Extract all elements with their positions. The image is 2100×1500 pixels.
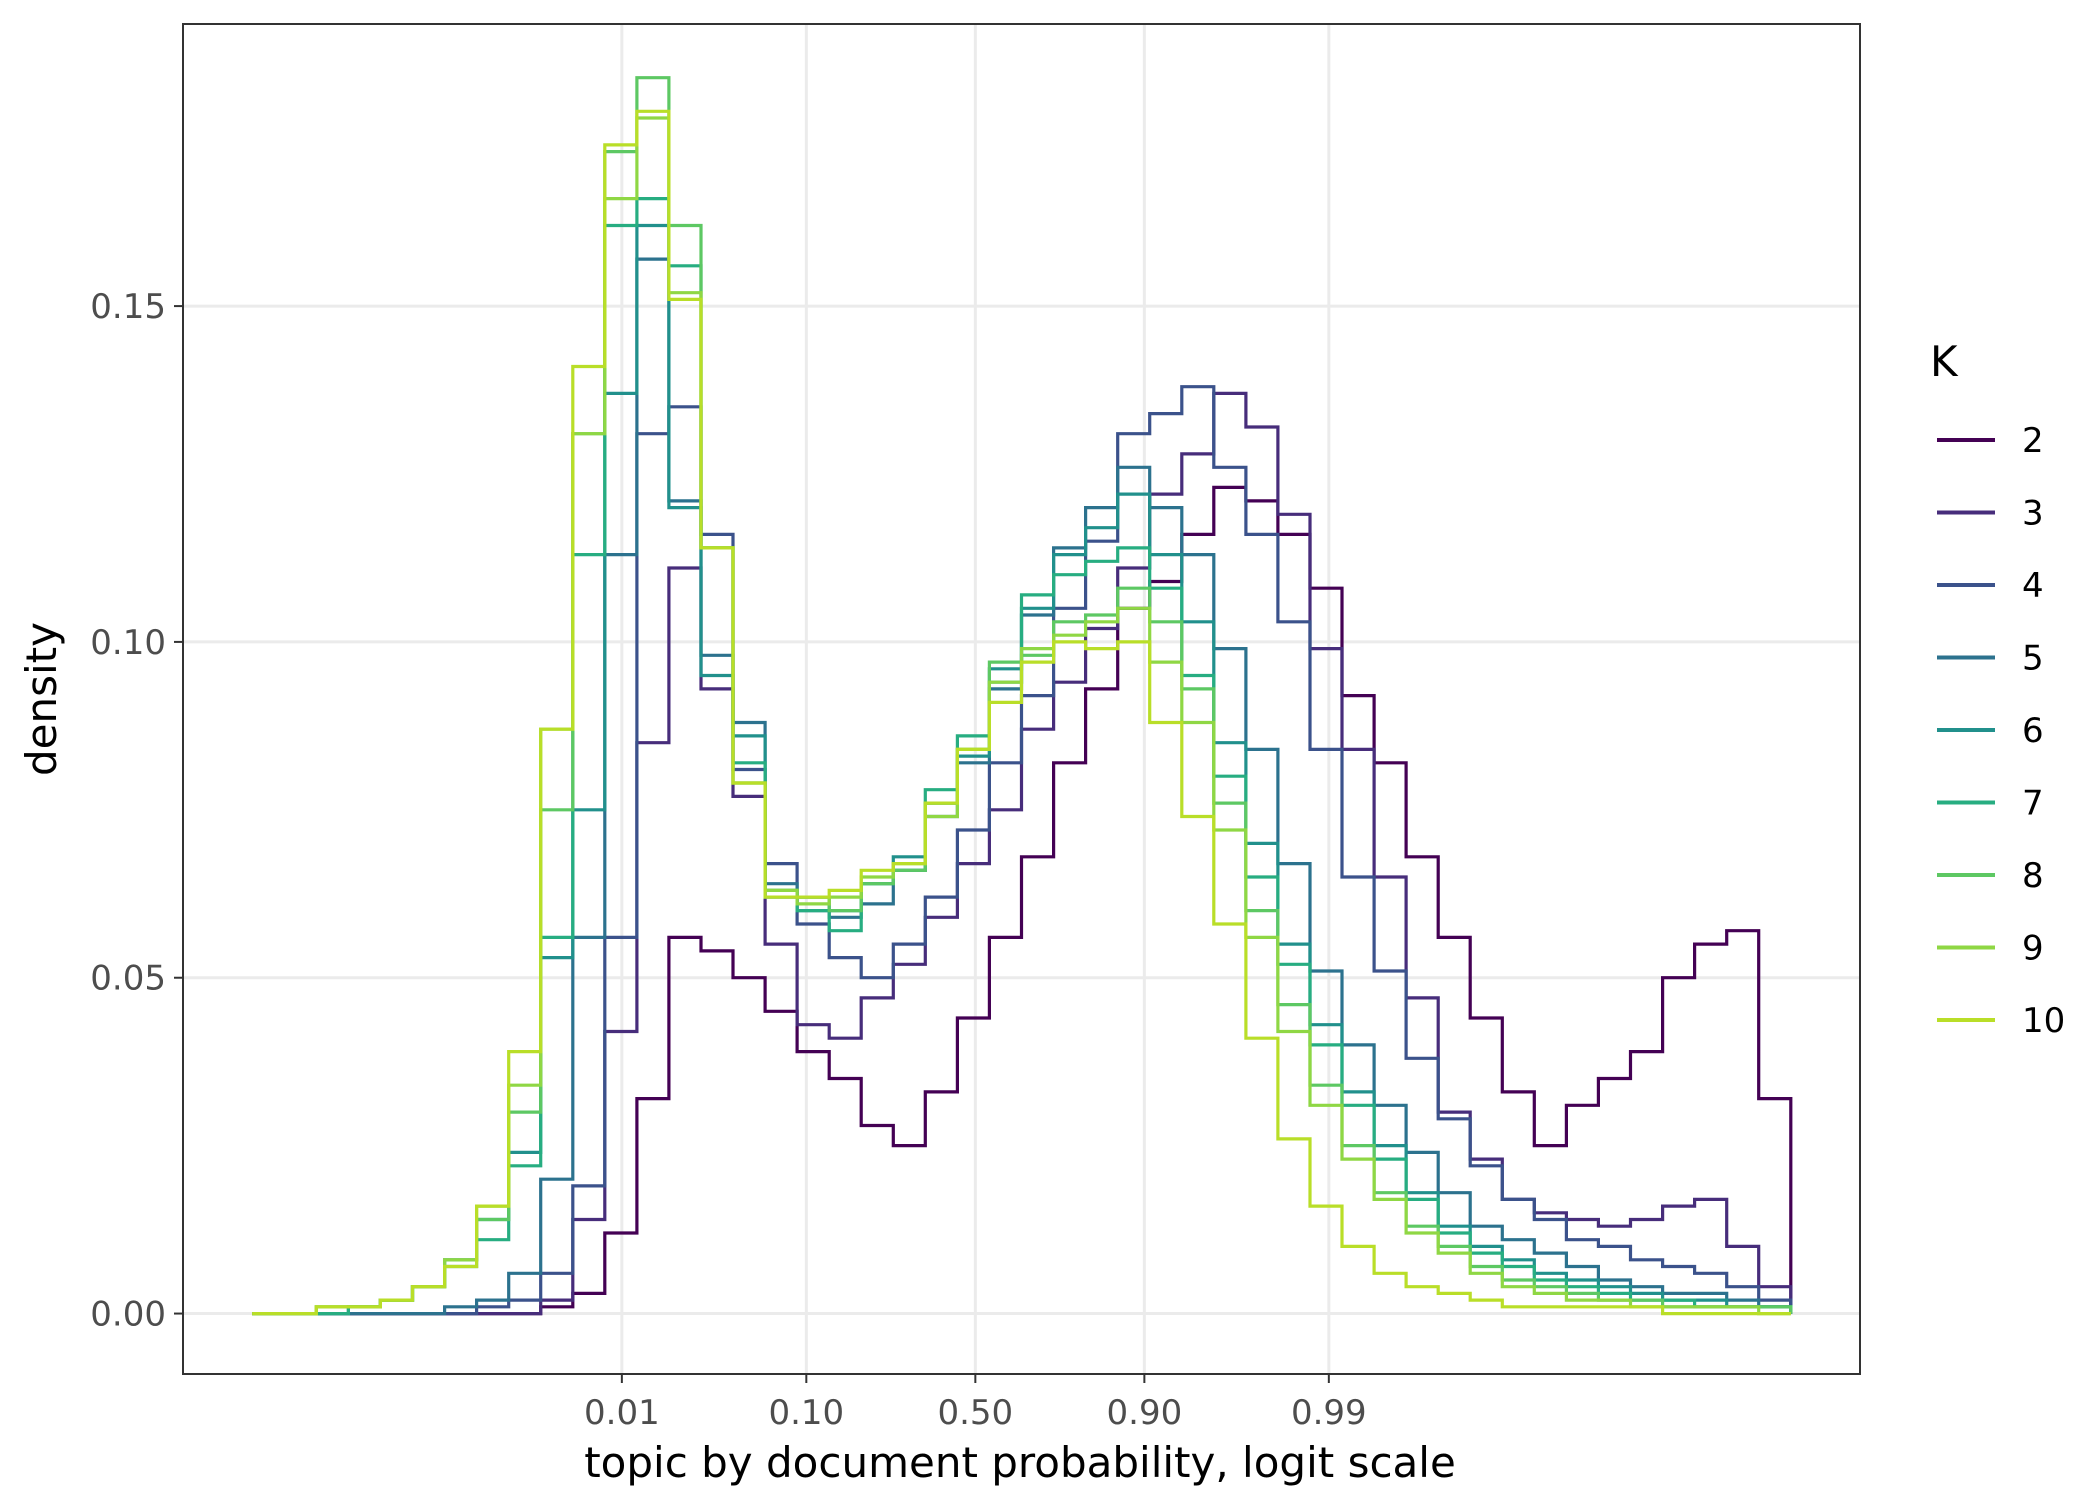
legend-label: 8 xyxy=(2022,856,2044,896)
legend-label: 4 xyxy=(2022,566,2044,606)
series-lines xyxy=(252,76,1793,1316)
series-line-k-2 xyxy=(252,485,1793,1316)
legend-item-k-7: 7 xyxy=(1937,784,2044,824)
series-line-k-4 xyxy=(252,385,1793,1316)
legend-label: 2 xyxy=(2022,421,2044,461)
x-tick-label: 0.01 xyxy=(584,1393,660,1433)
plot-border xyxy=(182,23,1861,1375)
y-axis-title: density xyxy=(17,622,66,776)
legend-title: K xyxy=(1930,337,1959,386)
legend-item-k-2: 2 xyxy=(1937,421,2044,461)
series-line-k-10 xyxy=(252,109,1791,1316)
y-tick-label: 0.15 xyxy=(90,287,166,327)
legend-label: 9 xyxy=(2022,929,2044,969)
y-tick-label: 0.05 xyxy=(90,959,166,999)
x-tick-label: 0.10 xyxy=(768,1393,844,1433)
series-line-k-9 xyxy=(252,116,1791,1316)
axes: 0.00 0.05 0.10 0.15 0.01 0.10 0.50 0.90 0.99 xyxy=(90,287,1366,1433)
x-tick-label: 0.90 xyxy=(1107,1393,1183,1433)
x-axis-title: topic by document probability, logit sca… xyxy=(584,1438,1456,1487)
y-tick-label: 0.10 xyxy=(90,623,166,663)
legend-label: 10 xyxy=(2022,1001,2065,1041)
legend-label: 7 xyxy=(2022,784,2044,824)
y-tick-label: 0.00 xyxy=(90,1295,166,1335)
legend-item-k-9: 9 xyxy=(1937,929,2044,969)
legend-item-k-6: 6 xyxy=(1937,711,2044,751)
legend-label: 5 xyxy=(2022,639,2044,679)
series-line-k-7 xyxy=(252,197,1793,1316)
legend-items: 2 3 4 5 6 7 8 9 10 xyxy=(1937,421,2065,1041)
legend-item-k-4: 4 xyxy=(1937,566,2044,606)
x-tick-label: 0.50 xyxy=(937,1393,1013,1433)
legend-item-k-8: 8 xyxy=(1937,856,2044,896)
legend-item-k-10: 10 xyxy=(1937,1001,2065,1041)
x-tick-label: 0.99 xyxy=(1291,1393,1367,1433)
legend: K 2 3 4 5 6 7 8 9 10 xyxy=(1930,337,2065,1041)
legend-label: 3 xyxy=(2022,494,2044,534)
legend-label: 6 xyxy=(2022,711,2044,751)
legend-item-k-3: 3 xyxy=(1937,494,2044,534)
legend-item-k-5: 5 xyxy=(1937,639,2044,679)
